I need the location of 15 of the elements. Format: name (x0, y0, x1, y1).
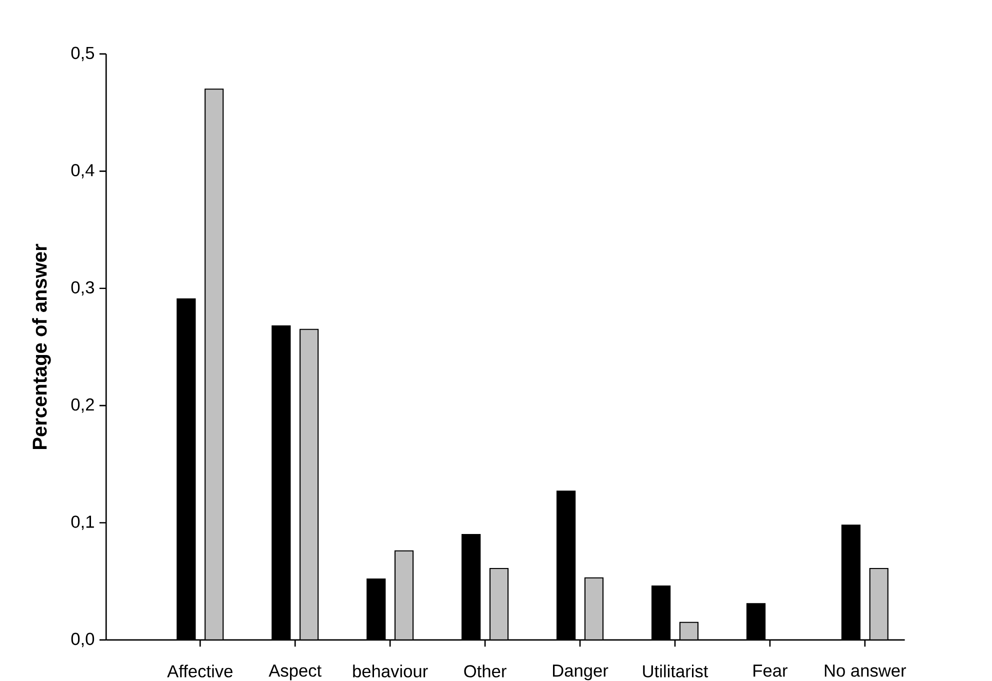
y-tick-label: 0,1 (71, 516, 94, 530)
x-tick-label: Other (464, 664, 506, 678)
x-tick-label: behaviour (353, 664, 428, 678)
x-tick-label: Fear (754, 664, 788, 677)
x-tick-label: No answer (824, 664, 906, 677)
y-tick-label: 0,3 (71, 281, 94, 296)
x-tick-label: Utilitarist (643, 664, 708, 678)
y-tick-label: 0,2 (71, 398, 94, 413)
x-tick-label: Aspect (268, 664, 322, 680)
y-tick-label: 0,0 (71, 632, 94, 648)
y-tick-label: 0,4 (71, 164, 94, 178)
x-tick-label: Danger (553, 664, 608, 680)
y-axis-title: Percentage of answer (32, 244, 51, 449)
x-tick-label: Affective (167, 664, 232, 678)
y-tick-label: 0,5 (71, 46, 94, 62)
